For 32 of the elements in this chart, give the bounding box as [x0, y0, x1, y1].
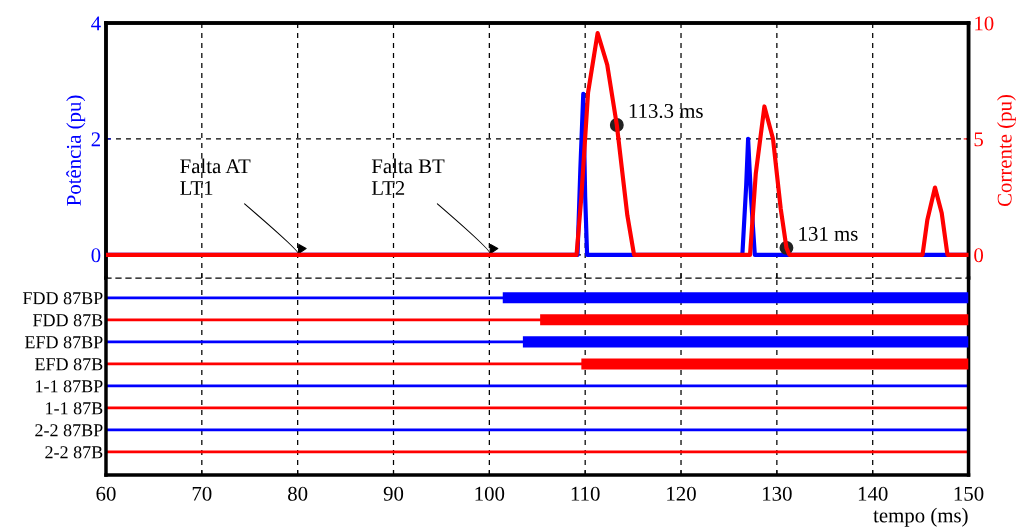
annotation: Falta BT LT2 [371, 158, 445, 195]
x-tick-label: 120 [667, 486, 696, 501]
y-tick-label: 1-1 87BP [36, 380, 103, 393]
y-tick-label: 2 [91, 132, 100, 147]
y-tick-label: FDD 87B [32, 314, 103, 327]
y-tick-label: EFD 87BP [24, 336, 103, 349]
x-tick-label: 140 [858, 486, 888, 501]
y-tick-label: EFD 87B [35, 358, 103, 371]
y-tick-label: 0 [91, 248, 101, 263]
x-tick-label: 80 [288, 486, 308, 501]
x-tick-label: 130 [763, 486, 792, 501]
y-axis-title: Potência (pu) [66, 95, 86, 206]
y-tick-label: 2-2 87BP [35, 424, 103, 437]
annotation: Falta AT LT1 [180, 158, 251, 195]
y2-axis-title: Corrente (pu) [997, 95, 1016, 207]
x-tick-label: 150 [954, 486, 984, 501]
x-axis-title: tempo (ms) [873, 507, 968, 527]
y-tick-label: 4 [91, 16, 101, 31]
y-tick-label: 2-2 87B [45, 446, 103, 459]
y2-tick-label: 10 [975, 16, 994, 31]
x-tick-label: 110 [571, 486, 600, 501]
x-tick-label: 90 [383, 486, 404, 501]
y2-tick-label: 5 [974, 132, 983, 147]
x-tick-label: 70 [192, 486, 212, 501]
x-tick-label: 60 [96, 486, 116, 501]
line-series [105, 30, 969, 257]
y-tick-label: FDD 87BP [22, 292, 103, 305]
x-tick-label: 100 [475, 486, 505, 501]
annotation: 113.3 ms [629, 103, 703, 119]
annotation: 131 ms [799, 226, 858, 241]
y2-tick-label: 0 [974, 248, 984, 263]
y-tick-label: 1-1 87B [46, 402, 103, 415]
